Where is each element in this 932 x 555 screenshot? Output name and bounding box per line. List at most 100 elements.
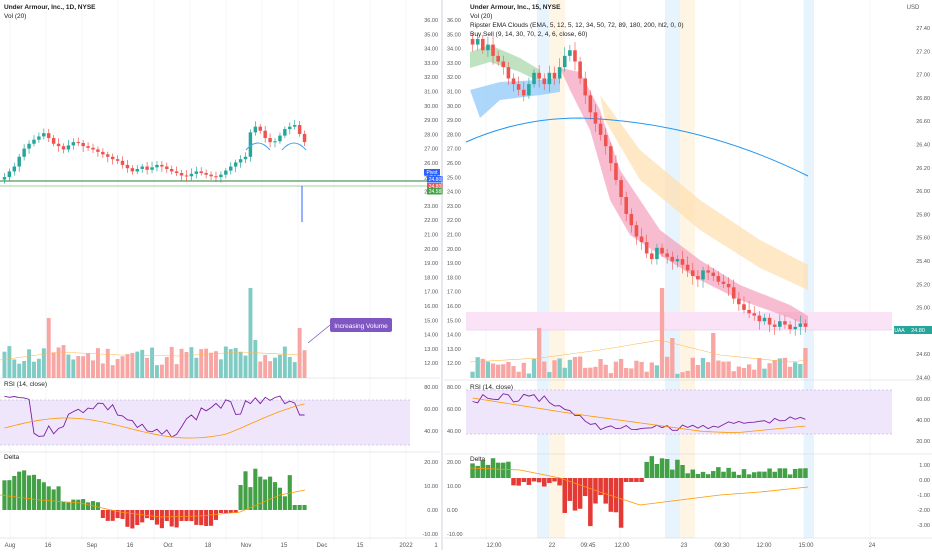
right-delta-bar (746, 474, 752, 478)
right-volume-bar (736, 366, 742, 378)
right-delta-tick: 0.00 (919, 478, 930, 484)
increasing-volume-annotation[interactable]: Increasing Volume (307, 318, 392, 344)
left-volume-bar (76, 356, 81, 378)
left-delta-bar (86, 502, 91, 510)
left-candle-body (169, 168, 174, 172)
right-candle-body (552, 72, 557, 79)
right-delta-bar (767, 468, 772, 478)
right-volume-bar (470, 371, 475, 378)
right-price-tick: 24.40 (916, 376, 930, 382)
left-delta-bar (209, 510, 214, 526)
left-candle-body (243, 156, 248, 160)
left-time-tick: Aug (5, 543, 16, 549)
left-delta-bar (66, 502, 71, 510)
right-vol-label: Vol (20) (470, 13, 492, 20)
right-candle-body (573, 50, 577, 62)
left-volume-bar (218, 359, 223, 378)
right-orange-cloud (600, 95, 808, 290)
right-volume-bar (787, 366, 793, 378)
currency-label: USD (907, 5, 920, 11)
left-time-axis: Aug 16 Sep 16 Oct 18 Nov 15 Dec 15 2022 1 (0, 537, 440, 549)
right-candle-body (772, 324, 777, 327)
left-delta-label: Delta (4, 454, 20, 461)
right-left-delta-tick: 0.00 (447, 508, 458, 514)
right-price-axis: 27.40 27.20 27.00 26.80 26.60 26.40 26.20 26.00… (916, 26, 930, 529)
left-price-tick: 33.00 (424, 61, 438, 67)
left-delta-bar (115, 510, 120, 519)
right-volume-bar (490, 363, 496, 378)
right-delta-bar (495, 462, 501, 478)
left-candle-body (76, 142, 80, 144)
right-price-tick: 27.00 (916, 73, 930, 79)
left-candle-body (160, 164, 164, 167)
left-volume-bar (282, 346, 287, 378)
right-delta-bar (485, 464, 491, 478)
left-delta-bar (110, 510, 115, 521)
left-candle-body (199, 171, 203, 174)
left-candle-body (174, 171, 179, 174)
right-left-price-tick: 29.00 (447, 118, 461, 124)
right-candle-body (721, 281, 726, 284)
right-candle-body (609, 146, 613, 164)
left-delta-bar (100, 510, 105, 519)
left-candle-body (258, 126, 262, 131)
right-volume-bar (644, 371, 649, 378)
left-delta-bar (179, 510, 184, 521)
left-price-tick: 31.00 (424, 90, 438, 96)
left-volume-bar (12, 359, 17, 378)
right-volume-bar (700, 357, 706, 378)
right-volume-bars (469, 288, 809, 378)
left-price-tick: 29.00 (424, 118, 438, 124)
right-chart-panel[interactable]: 27.40 27.20 27.00 26.80 26.60 26.40 26.20 26.00… (444, 0, 932, 549)
right-delta-bar (567, 478, 573, 501)
right-delta-ma (469, 467, 809, 506)
left-candle-body (61, 146, 66, 150)
left-candle-body (145, 166, 149, 170)
left-candle-body (51, 138, 56, 144)
right-delta-bar (644, 461, 649, 478)
right-delta-bar (501, 462, 506, 478)
right-delta-bar (705, 474, 711, 478)
right-delta-bar (731, 471, 737, 478)
left-volume-bar (287, 356, 292, 378)
right-volume-bar (542, 361, 547, 378)
left-chart-panel[interactable]: 36.00 35.00 34.00 33.00 32.00 31.00 30.00 29.00… (0, 0, 443, 550)
right-candle-body (639, 236, 644, 243)
right-candle-body (506, 67, 511, 79)
left-double-top-arcs (245, 142, 307, 151)
right-ema-label: Ripster EMA Clouds (EMA, 5, 12, 5, 12, 3… (470, 22, 684, 29)
left-time-tick: 15 (357, 543, 364, 549)
right-left-rsi-tick: 60.00 (447, 407, 461, 413)
left-price-tag: 24.80 (429, 184, 442, 190)
left-candle-body (42, 133, 46, 137)
right-delta-bar (710, 471, 716, 478)
left-volume-bar (179, 348, 184, 378)
left-volume-bar (22, 360, 27, 378)
right-price-tick: 25.00 (916, 306, 930, 312)
right-delta-bar (721, 471, 726, 478)
right-left-rsi-tick: 80.00 (447, 385, 461, 391)
left-volume-ma (0, 351, 301, 361)
right-volume-bar (588, 367, 593, 378)
last-price-tag: UAA 24.80 (894, 326, 932, 334)
right-price-tick: 25.80 (916, 212, 930, 218)
right-volume-bar (665, 356, 670, 378)
left-volume-bar (41, 348, 46, 378)
right-price-tick: 26.60 (916, 119, 930, 125)
left-volume-bar (169, 346, 174, 378)
right-delta-bar (552, 478, 557, 482)
right-delta-bar (675, 459, 680, 478)
left-price-tick: 12.00 (424, 361, 438, 367)
right-delta-bar (536, 478, 542, 483)
right-volume-bar (511, 366, 516, 378)
right-left-price-tick: 13.00 (447, 347, 461, 353)
right-candle-body (557, 67, 562, 79)
right-volume-bar (767, 363, 772, 378)
left-candle-body (7, 171, 12, 178)
left-panel-bg (0, 0, 440, 550)
right-candle-body (696, 276, 700, 280)
left-candle-body (263, 130, 267, 139)
left-time-tick: 1 (434, 543, 438, 549)
